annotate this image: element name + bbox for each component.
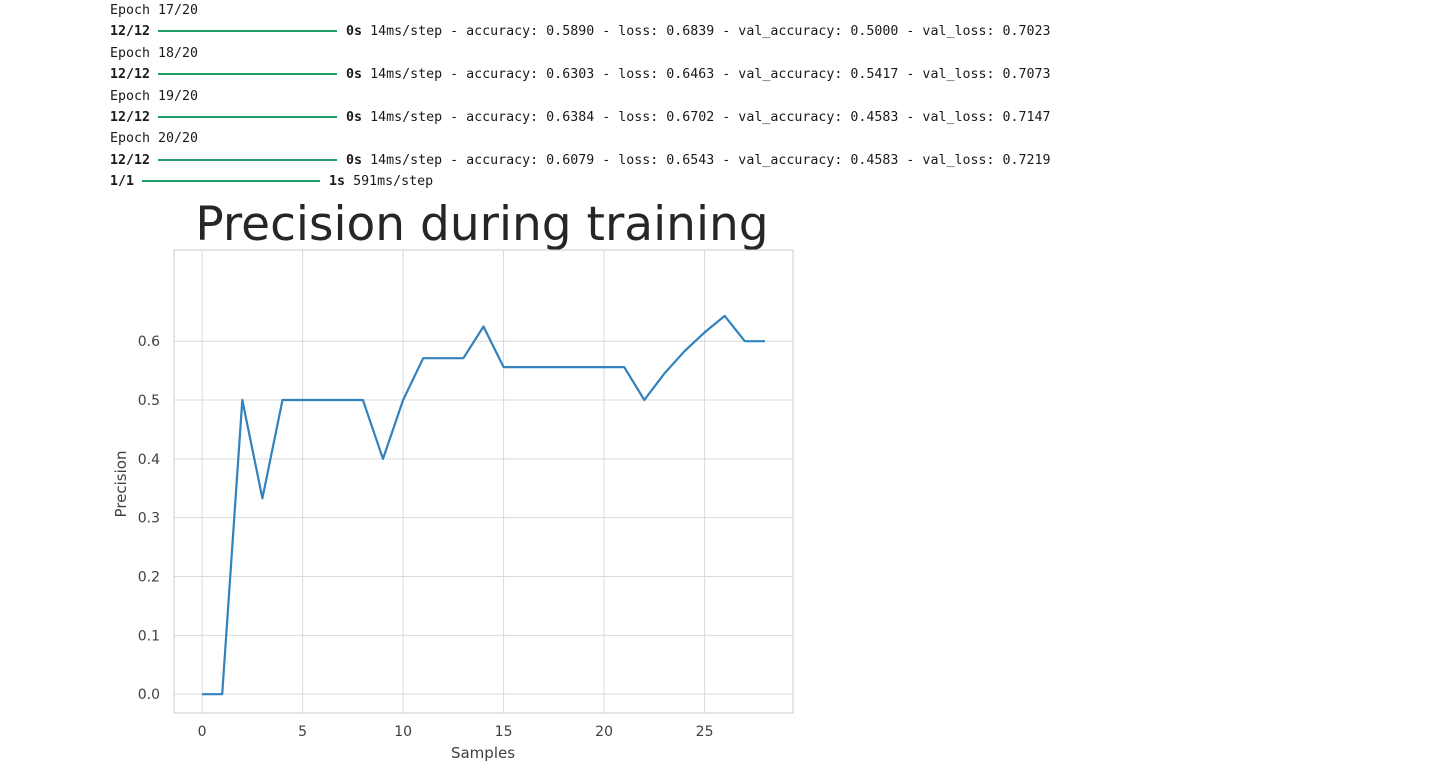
progress-line: 12/12 0s 14ms/step - accuracy: 0.6303 - l…	[110, 64, 1410, 85]
progress-bar	[142, 180, 320, 182]
x-tick-label: 0	[198, 724, 207, 740]
y-tick-label: 0.5	[138, 393, 160, 409]
precision-chart: Precision during training 0 5 10 15 20 25 0.0 0…	[0, 190, 820, 773]
epoch-label: Epoch 20/20	[110, 131, 198, 146]
console-output: Epoch 17/20 12/12 0s 14ms/step - accuracy:…	[110, 0, 1410, 193]
progress-line: 12/12 0s 14ms/step - accuracy: 0.6384 - l…	[110, 107, 1410, 128]
y-tick-label: 0.6	[138, 334, 160, 350]
progress-line: 12/12 0s 14ms/step - accuracy: 0.6079 - l…	[110, 150, 1410, 171]
progress-bar	[158, 73, 337, 75]
step-time: 0s	[346, 67, 362, 82]
x-tick-label: 10	[394, 724, 412, 740]
progress-bar	[158, 30, 337, 32]
epoch-label: Epoch 18/20	[110, 46, 198, 61]
x-tick-label: 25	[696, 724, 714, 740]
step-time: 0s	[346, 110, 362, 125]
x-tick-label: 20	[595, 724, 613, 740]
y-tick-label: 0.4	[138, 452, 160, 468]
step-count: 12/12	[110, 110, 150, 125]
x-axis-label: Samples	[451, 744, 515, 762]
epoch-line: Epoch 18/20	[110, 43, 1410, 64]
step-time: 0s	[346, 153, 362, 168]
step-metrics: 14ms/step - accuracy: 0.6303 - loss: 0.6…	[370, 67, 1050, 82]
chart-svg: Precision during training 0 5 10 15 20 25 0.0 0…	[0, 190, 820, 768]
step-metrics: 14ms/step - accuracy: 0.6079 - loss: 0.6…	[370, 153, 1050, 168]
step-metrics: 14ms/step - accuracy: 0.6384 - loss: 0.6…	[370, 110, 1050, 125]
x-tick-label: 15	[495, 724, 513, 740]
step-metrics: 14ms/step - accuracy: 0.5890 - loss: 0.6…	[370, 24, 1050, 39]
epoch-line: Epoch 20/20	[110, 128, 1410, 149]
step-count: 12/12	[110, 67, 150, 82]
step-count: 12/12	[110, 153, 150, 168]
progress-bar	[158, 116, 337, 118]
epoch-label: Epoch 17/20	[110, 3, 198, 18]
step-time: 1s	[329, 174, 345, 189]
progress-bar	[158, 159, 337, 161]
y-tick-label: 0.0	[138, 687, 160, 703]
epoch-line: Epoch 19/20	[110, 86, 1410, 107]
epoch-label: Epoch 19/20	[110, 89, 198, 104]
y-axis-label: Precision	[112, 451, 130, 518]
step-time: 0s	[346, 24, 362, 39]
x-tick-label: 5	[298, 724, 307, 740]
chart-title: Precision during training	[195, 197, 768, 252]
y-tick-label: 0.3	[138, 511, 160, 527]
y-tick-label: 0.2	[138, 570, 160, 586]
progress-line: 12/12 0s 14ms/step - accuracy: 0.5890 - l…	[110, 21, 1410, 42]
step-count: 1/1	[110, 174, 134, 189]
y-tick-label: 0.1	[138, 628, 160, 644]
epoch-line: Epoch 17/20	[110, 0, 1410, 21]
step-metrics: 591ms/step	[353, 174, 433, 189]
step-count: 12/12	[110, 24, 150, 39]
